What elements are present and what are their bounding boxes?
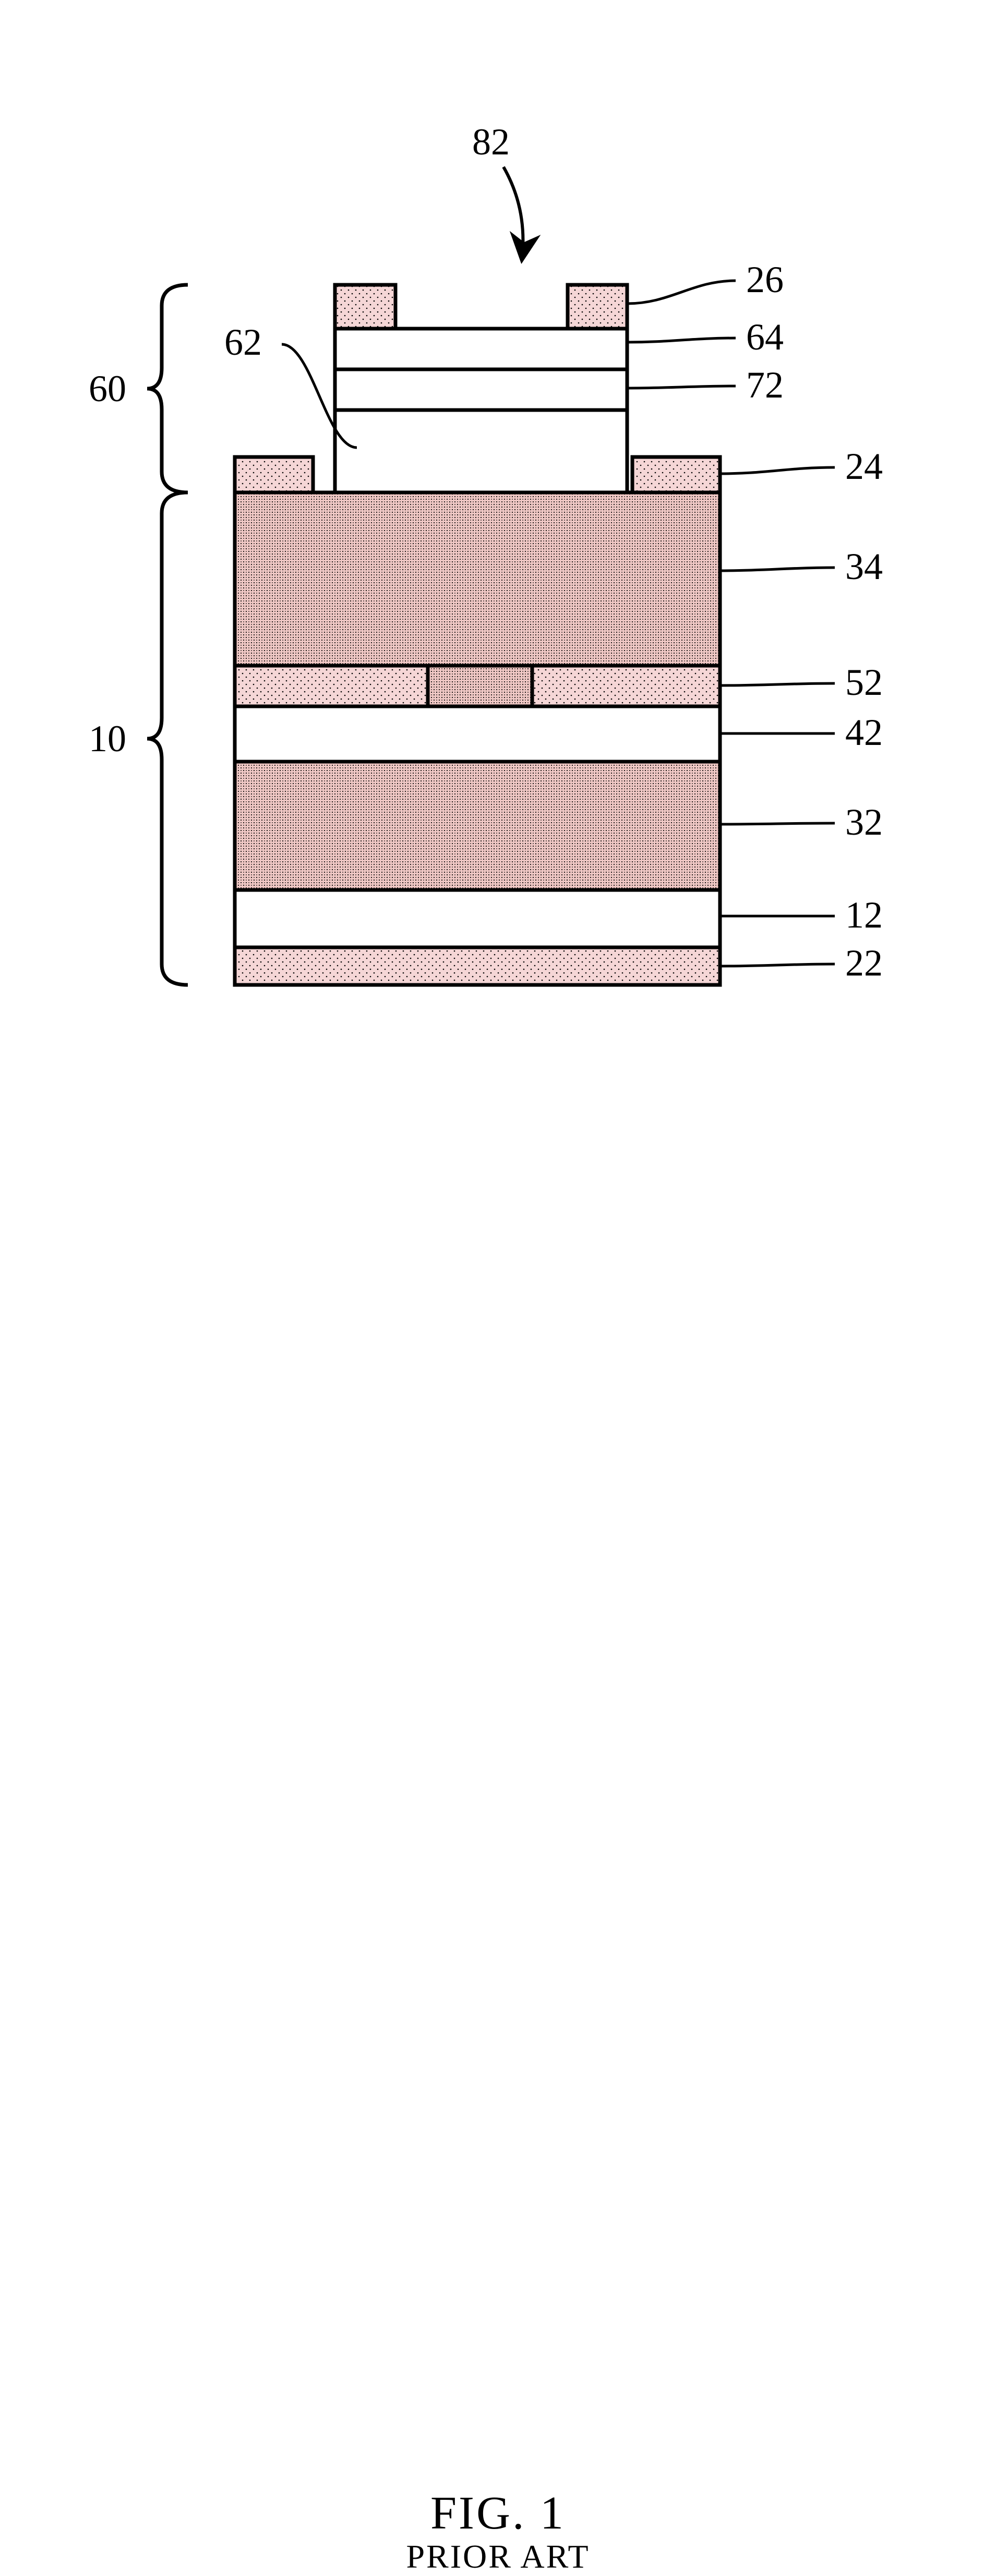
- layer-52-right: [532, 666, 720, 706]
- layer-26-right: [568, 285, 627, 329]
- layer-22: [235, 947, 720, 985]
- label-26: 26: [746, 259, 784, 300]
- leader-line: [627, 281, 736, 304]
- leader-line: [720, 568, 835, 571]
- layer-34: [235, 492, 720, 666]
- layer-72: [335, 369, 627, 410]
- brace-10: [147, 492, 188, 985]
- leader-line: [720, 823, 835, 824]
- leader-line: [720, 467, 835, 474]
- diagram-svg: 22 12 32 42 52 34 24 62 72 64 26 60 10 82: [0, 0, 996, 1328]
- brace-label-10: 10: [89, 718, 126, 760]
- label-12: 12: [845, 894, 883, 936]
- leader-line: [627, 386, 736, 388]
- layer-24-left: [235, 457, 313, 492]
- layer-42: [235, 706, 720, 762]
- leader-line: [720, 683, 835, 685]
- label-32: 32: [845, 801, 883, 843]
- pointer-arrow-82: [503, 167, 523, 261]
- layer-24-right: [632, 457, 720, 492]
- label-82: 82: [472, 121, 510, 163]
- prior-art-label: PRIOR ART: [0, 2537, 996, 2576]
- layer-52-left: [235, 666, 428, 706]
- label-34: 34: [845, 546, 883, 587]
- brace-label-60: 60: [89, 368, 126, 410]
- label-72: 72: [746, 364, 784, 406]
- label-42: 42: [845, 712, 883, 753]
- layer-62: [335, 410, 627, 492]
- layer-64: [335, 329, 627, 369]
- label-22: 22: [845, 942, 883, 984]
- label-52: 52: [845, 661, 883, 703]
- layer-26-left: [335, 285, 395, 329]
- layer-32: [235, 762, 720, 890]
- leader-line: [627, 338, 736, 342]
- label-64: 64: [746, 316, 784, 358]
- leader-line: [720, 964, 835, 966]
- brace-60: [147, 285, 188, 492]
- label-24: 24: [845, 446, 883, 487]
- figure-page: 2212324252342462726426601082 FIG. 1 PRIO…: [0, 0, 996, 1328]
- label-62: 62: [224, 321, 262, 363]
- layer-12: [235, 890, 720, 947]
- figure-title: FIG. 1: [0, 2486, 996, 2540]
